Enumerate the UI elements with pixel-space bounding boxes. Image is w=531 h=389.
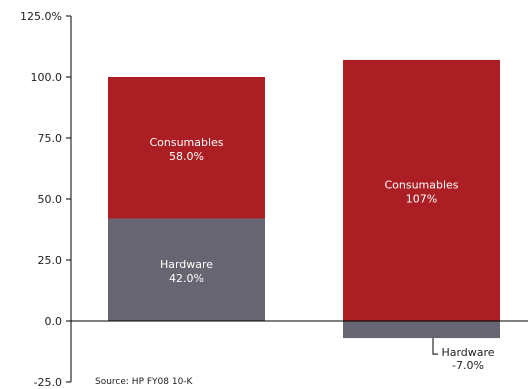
y-tick-label: 0.0 [45,315,63,328]
y-tick-label: -25.0 [34,376,62,389]
bar-label-series: Consumables [149,136,223,149]
bar-hardware-2 [343,321,500,339]
callout-leader [432,338,438,355]
bar-label-series: Hardware [441,346,494,359]
bars [108,59,500,339]
bar-label-value: 42.0% [169,272,204,285]
y-tick-label: 25.0 [38,254,63,267]
y-tick-label: 125.0% [20,10,62,23]
y-tick-label: 100.0 [31,71,63,84]
y-tick-label: 50.0 [38,193,63,206]
bar-label-series: Consumables [384,178,458,191]
bar-consumables-2 [343,59,500,322]
bar-label-value: 107% [406,192,437,205]
bar-label-value: 58.0% [169,150,204,163]
y-tick-label: 75.0 [38,132,63,145]
bar-consumables-1 [108,77,265,219]
bar-hardware-1 [108,218,265,321]
y-axis: -25.0 0.0 25.0 50.0 75.0 100.0 125.0% [20,10,72,389]
bar-label-series: Hardware [160,258,213,271]
bar-labels: Hardware42.0%Consumables58.0%Hardware-7.… [149,136,494,372]
bar-label-value: -7.0% [452,359,484,372]
source-note: Source: HP FY08 10-K [95,377,194,387]
